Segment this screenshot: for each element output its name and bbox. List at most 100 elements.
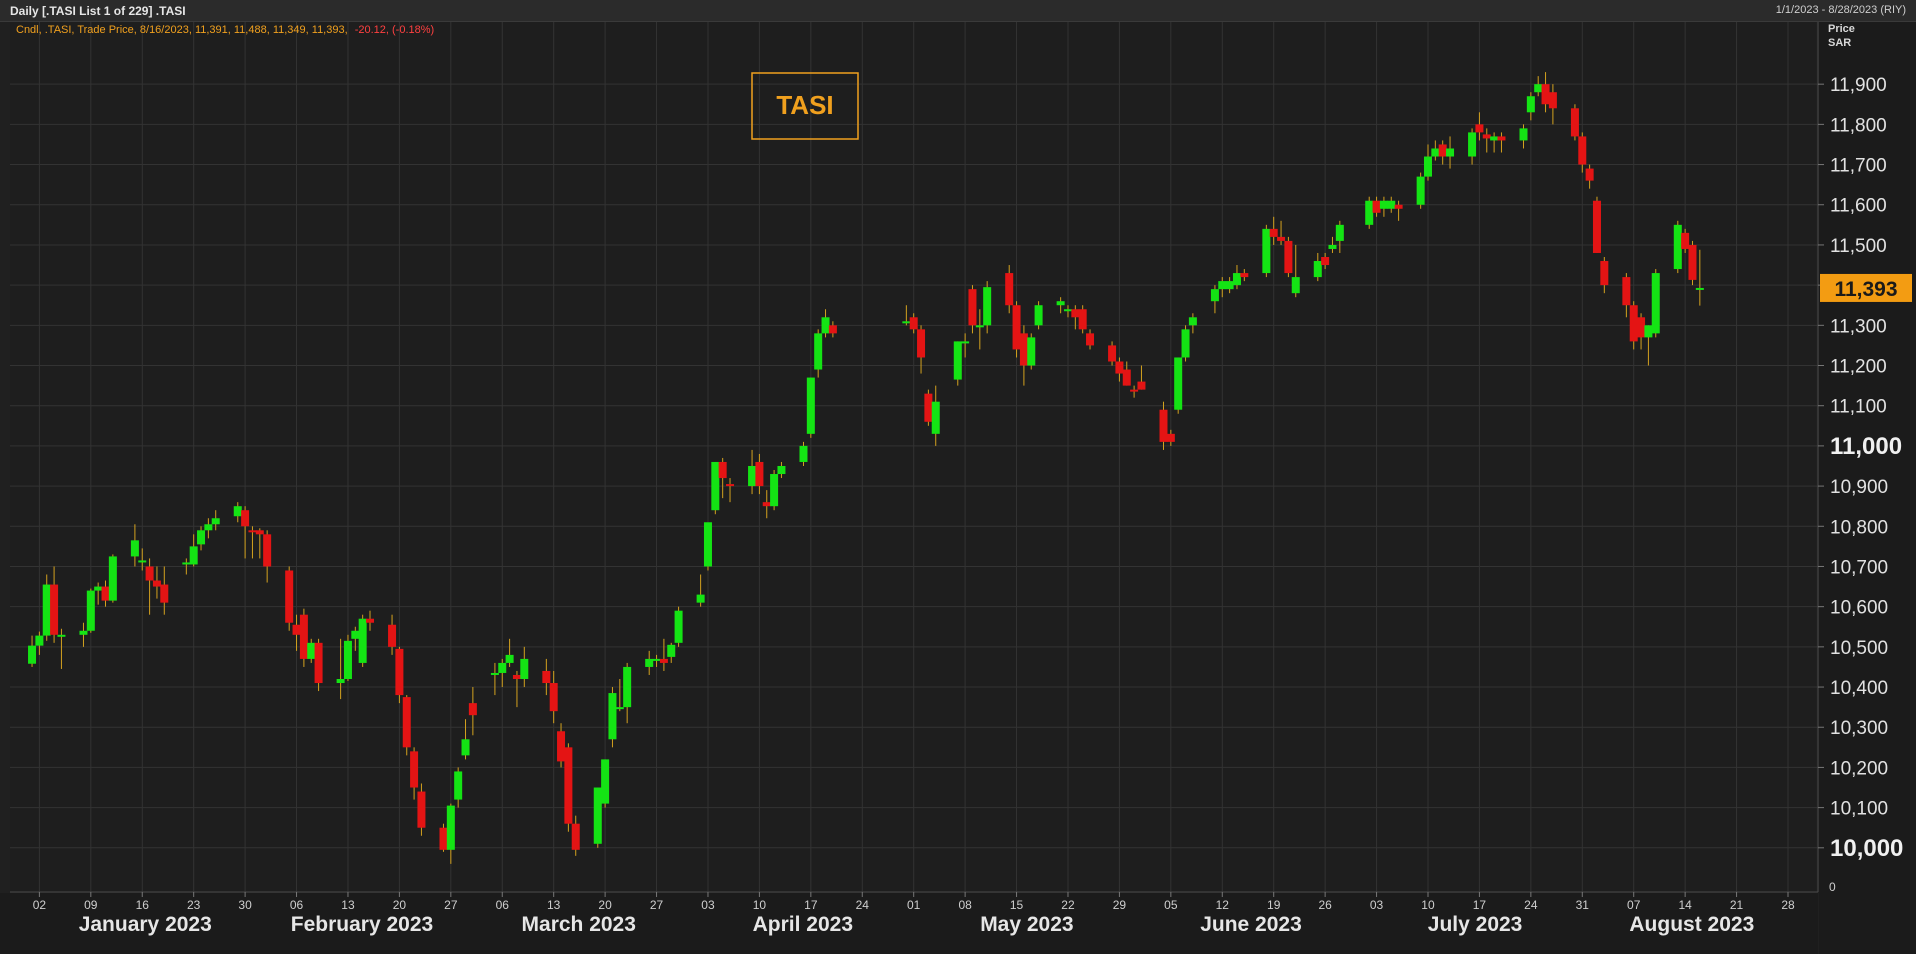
- time-tick-label: 27: [650, 898, 664, 912]
- candle: [241, 506, 250, 559]
- time-tick-label: 30: [238, 898, 252, 912]
- last-price-tag: 11,393: [1820, 273, 1912, 302]
- time-tick-label: 29: [1113, 898, 1127, 912]
- time-tick-label: 20: [393, 898, 407, 912]
- candle: [35, 631, 44, 655]
- time-tick-label: 10: [753, 898, 767, 912]
- candle-body: [520, 658, 529, 680]
- month-label: January 2023: [79, 913, 212, 936]
- price-tick-label: 10,500: [1830, 638, 1888, 659]
- candle: [1328, 236, 1337, 253]
- candle-body: [755, 461, 764, 487]
- candle: [108, 554, 117, 603]
- candle: [1005, 265, 1014, 314]
- price-axis-zero-label: 0: [1829, 880, 1836, 894]
- candle: [542, 658, 551, 696]
- candle-body: [197, 530, 206, 545]
- candle: [726, 478, 735, 503]
- time-tick-label: 17: [804, 898, 818, 912]
- candle-body: [1644, 325, 1653, 338]
- candle-body: [1321, 256, 1330, 266]
- candle-body: [1365, 200, 1374, 225]
- candle: [248, 526, 257, 559]
- candle-body: [1651, 273, 1660, 334]
- candle-body: [307, 642, 316, 659]
- time-axis-pane[interactable]: [0, 893, 1818, 954]
- time-tick-label: 13: [547, 898, 561, 912]
- series-legend[interactable]: Cndl, .TASI, Trade Price, 8/16/2023, 11,…: [16, 24, 434, 36]
- candle: [961, 333, 970, 358]
- candle: [86, 588, 95, 633]
- candle-body: [652, 658, 661, 661]
- candle: [770, 470, 779, 511]
- candle: [307, 638, 316, 663]
- candle: [1218, 277, 1227, 298]
- time-tick-label: 06: [496, 898, 510, 912]
- time-tick-label: 03: [1370, 898, 1384, 912]
- price-tick-label: 11,200: [1830, 357, 1887, 378]
- candle-body: [564, 747, 573, 824]
- candle: [777, 461, 786, 479]
- time-tick-label: 24: [856, 898, 870, 912]
- candle-body: [1578, 136, 1587, 165]
- candle-body: [968, 289, 977, 326]
- candle: [1012, 301, 1021, 358]
- candle: [1181, 325, 1190, 362]
- window-title-bar: Daily [.TASI List 1 of 229] .TASI 1/1/20…: [0, 0, 1916, 22]
- time-tick-label: 22: [1061, 898, 1075, 912]
- candle: [50, 566, 59, 643]
- candle-body: [1335, 224, 1344, 241]
- candle-body: [490, 672, 499, 675]
- candle-body: [703, 522, 712, 567]
- candle-body: [961, 341, 970, 344]
- candle: [1284, 236, 1293, 278]
- candle: [1475, 112, 1484, 141]
- candle: [821, 309, 830, 338]
- candle: [703, 522, 712, 571]
- candle: [601, 759, 610, 808]
- candle: [402, 695, 411, 756]
- candle: [1210, 285, 1219, 314]
- candle: [454, 767, 463, 808]
- candle: [1269, 216, 1278, 245]
- candle: [1240, 269, 1249, 282]
- candle-body: [1291, 277, 1300, 294]
- candle: [490, 662, 499, 696]
- time-tick-label: 14: [1678, 898, 1692, 912]
- candle-body: [1181, 329, 1190, 358]
- candle: [336, 638, 345, 700]
- price-axis-pane[interactable]: [1819, 22, 1916, 954]
- candle: [953, 341, 962, 386]
- candle-body: [711, 461, 720, 511]
- candle-body: [1174, 357, 1183, 410]
- candle-body: [1071, 309, 1080, 318]
- candle-body: [1541, 84, 1550, 105]
- candle: [1423, 144, 1432, 181]
- candle-body: [1585, 168, 1594, 181]
- candle: [806, 377, 815, 438]
- candle-body: [1086, 333, 1095, 346]
- candle: [1416, 172, 1425, 209]
- candle-body: [1688, 244, 1697, 280]
- candle-body: [1387, 200, 1396, 209]
- candle: [968, 285, 977, 334]
- candle-body: [1122, 369, 1131, 386]
- candle: [145, 558, 154, 615]
- candle: [285, 566, 294, 631]
- candle-body: [1446, 148, 1455, 157]
- candle: [1644, 325, 1653, 366]
- candle: [1034, 301, 1043, 330]
- candle: [351, 626, 360, 651]
- candle-body: [336, 679, 345, 684]
- plot-area[interactable]: [10, 22, 1816, 892]
- candle-body: [542, 670, 551, 684]
- candle-body: [454, 771, 463, 800]
- candle-body: [1005, 273, 1014, 306]
- candle-body: [828, 325, 837, 334]
- candle-body: [1019, 333, 1028, 366]
- candle-body: [468, 703, 477, 716]
- month-label: March 2023: [522, 913, 636, 936]
- time-tick-label: 21: [1730, 898, 1744, 912]
- candle: [1578, 132, 1587, 173]
